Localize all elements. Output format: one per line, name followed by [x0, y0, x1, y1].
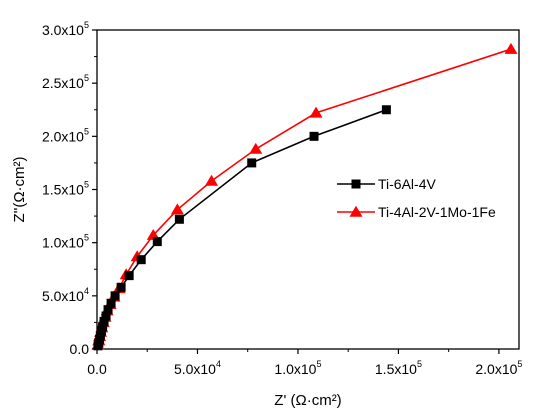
y-tick-label-5-exponent: 5 — [84, 73, 89, 83]
y-tick-label-2-exponent: 5 — [84, 233, 89, 243]
x-tick-label-1-mantissa: 5.0x10 — [174, 361, 216, 377]
x-axis-title: Z' (Ω·cm²) — [274, 392, 341, 409]
series-0-point-10 — [110, 291, 120, 301]
legend: Ti-6Al-4V Ti-4Al-2V-1Mo-1Fe — [337, 176, 496, 220]
x-tick-label-4-exponent: 5 — [517, 359, 522, 369]
series-0-point-12 — [124, 271, 134, 281]
series-0 — [93, 105, 391, 351]
legend-label-0: Ti-6Al-4V — [378, 176, 436, 192]
series-0-point-13 — [136, 255, 146, 265]
series-0-line — [97, 109, 387, 346]
series-0-point-8 — [103, 305, 113, 315]
series-layer — [91, 42, 518, 351]
y-tick-label-4-mantissa: 2.0x10 — [42, 128, 84, 144]
y-tick-label-3: 1.5x105 — [42, 180, 89, 198]
y-tick-label-4-exponent: 5 — [84, 126, 89, 136]
series-0-point-7 — [101, 311, 111, 321]
series-0-point-18 — [381, 105, 391, 115]
x-tick-label-0-mantissa: 0.0 — [87, 361, 107, 377]
y-tick-label-4: 2.0x105 — [42, 126, 89, 144]
x-tick-label-2-mantissa: 1.0x10 — [274, 361, 316, 377]
series-1 — [91, 42, 518, 350]
series-0-point-9 — [106, 298, 116, 308]
x-tick-label-1: 5.0x104 — [174, 359, 221, 377]
series-1-point-17 — [309, 106, 323, 118]
x-tick-label-1-exponent: 4 — [216, 359, 221, 369]
series-1-point-15 — [205, 174, 219, 186]
series-1-point-16 — [249, 142, 263, 154]
x-tick-label-4: 2.0x105 — [475, 359, 522, 377]
x-tick-label-2: 1.0x105 — [274, 359, 321, 377]
x-tick-label-3-exponent: 5 — [417, 359, 422, 369]
y-tick-label-6-mantissa: 3.0x10 — [42, 22, 84, 38]
series-1-point-18 — [504, 42, 518, 54]
series-0-point-15 — [174, 214, 184, 224]
y-tick-label-5: 2.5x105 — [42, 73, 89, 91]
axes-layer: 0.0 5.0x104 1.0x105 1.5x105 2.0x1050.05.0x10… — [42, 20, 522, 377]
series-0-point-5 — [98, 322, 108, 332]
y-tick-label-1: 5.0x104 — [42, 286, 89, 304]
plot-area — [96, 29, 520, 350]
y-tick-label-6-exponent: 5 — [84, 20, 89, 30]
y-tick-label-3-exponent: 5 — [84, 180, 89, 190]
y-tick-label-1-exponent: 4 — [84, 286, 89, 296]
series-0-point-17 — [309, 131, 319, 141]
x-tick-label-4-mantissa: 2.0x10 — [475, 361, 517, 377]
y-tick-label-6: 3.0x105 — [42, 20, 89, 38]
y-tick-label-0-mantissa: 0.0 — [70, 341, 90, 357]
series-0-point-16 — [247, 158, 257, 168]
series-0-point-6 — [99, 316, 109, 326]
series-1-point-14 — [170, 203, 184, 215]
y-tick-label-0: 0.0 — [70, 341, 90, 357]
y-axis-title: Z''(Ω·cm²) — [11, 156, 28, 222]
series-0-point-11 — [116, 282, 126, 292]
series-1-line — [97, 48, 512, 345]
x-tick-label-0: 0.0 — [87, 361, 107, 377]
y-tick-label-1-mantissa: 5.0x10 — [42, 288, 84, 304]
y-tick-label-2: 1.0x105 — [42, 233, 89, 251]
x-tick-label-3: 1.5x105 — [375, 359, 422, 377]
y-tick-label-5-mantissa: 2.5x10 — [42, 75, 84, 91]
y-tick-label-2-mantissa: 1.0x10 — [42, 235, 84, 251]
x-tick-label-3-mantissa: 1.5x10 — [375, 361, 417, 377]
legend-label-1: Ti-4Al-2V-1Mo-1Fe — [378, 204, 496, 220]
series-0-point-14 — [152, 237, 162, 247]
legend-marker-0 — [351, 179, 361, 189]
plot-frame — [96, 29, 520, 350]
y-tick-label-3-mantissa: 1.5x10 — [42, 182, 84, 198]
x-tick-label-2-exponent: 5 — [316, 359, 321, 369]
legend-marker-1 — [349, 205, 363, 217]
